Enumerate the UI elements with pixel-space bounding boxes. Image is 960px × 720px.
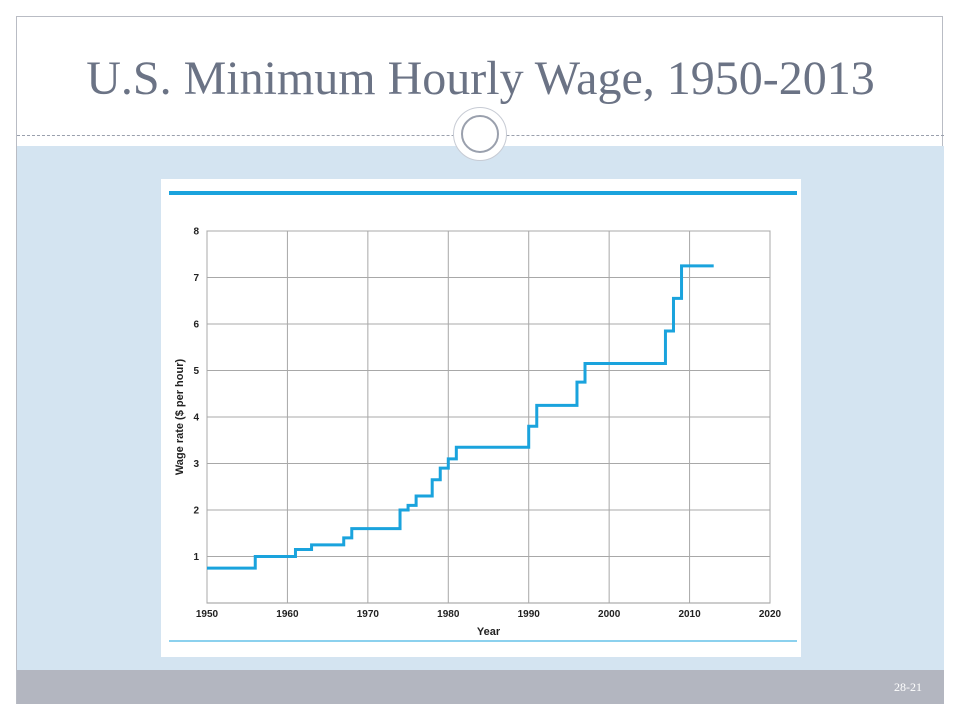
wage-chart: 1950 1960 1970 1980 1990 2000 2010 2020 1 2 3 4 5 6 7 8… (169, 191, 797, 642)
y-tick-label: 2 (193, 506, 199, 517)
y-tick-label: 4 (193, 413, 199, 424)
slide-number: 28-21 (894, 680, 922, 694)
y-tick-label: 3 (193, 459, 199, 470)
y-tick-label: 7 (193, 273, 199, 284)
x-tick-label: 1970 (357, 609, 380, 620)
x-tick-label: 1950 (196, 609, 219, 620)
x-tick-label: 2010 (678, 609, 701, 620)
decorative-ring-icon (453, 107, 507, 161)
y-tick-label: 5 (193, 366, 199, 377)
footer-band: 28-21 (17, 670, 944, 704)
y-tick-label: 6 (193, 320, 199, 331)
x-axis-label: Year (477, 626, 501, 638)
x-tick-label: 2020 (759, 609, 782, 620)
slide: U.S. Minimum Hourly Wage, 1950-2013 1950… (16, 16, 944, 704)
y-tick-label: 8 (193, 227, 199, 238)
grid (206, 230, 771, 604)
x-tick-label: 1990 (518, 609, 541, 620)
x-tick-label: 1960 (276, 609, 299, 620)
chart-panel: 1950 1960 1970 1980 1990 2000 2010 2020 1 2 3 4 5 6 7 8… (161, 179, 801, 657)
y-axis-label: Wage rate ($ per hour) (174, 359, 186, 476)
tick-labels: 1950 1960 1970 1980 1990 2000 2010 2020 1 2 3 4 5 6 7 8 (193, 227, 781, 621)
slide-title: U.S. Minimum Hourly Wage, 1950-2013 (86, 52, 875, 105)
x-tick-label: 2000 (598, 609, 621, 620)
y-tick-label: 1 (193, 552, 199, 563)
ring-inner-circle (461, 115, 499, 153)
x-tick-label: 1980 (437, 609, 460, 620)
series-layer (206, 264, 714, 570)
wage-step-line (207, 264, 714, 570)
